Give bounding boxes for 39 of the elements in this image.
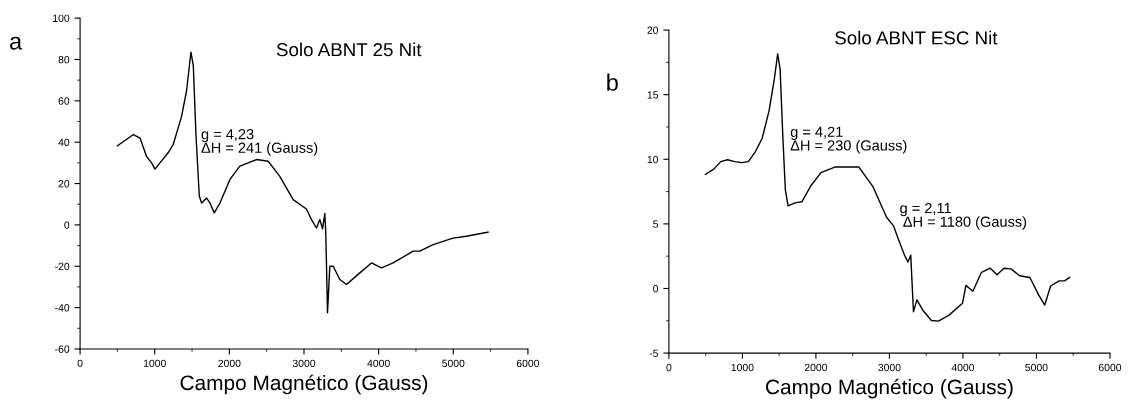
text: Solo ABNT 25 Nit (276, 42, 422, 57)
y-tick-label: 15 (647, 91, 659, 99)
x-tick-label: 4000 (367, 359, 390, 368)
x-tick-label: 1000 (143, 359, 166, 368)
x-tick-label: 0 (666, 363, 672, 372)
y-tick-label: 20 (58, 180, 70, 188)
text: b (607, 73, 618, 91)
y-tick-label: 0 (64, 221, 70, 229)
x-tick-label: 0 (77, 359, 83, 368)
x-axis-title: Campo Magnético (Gauss) (180, 374, 428, 395)
x-tick-label: 6000 (516, 359, 540, 368)
y-tick-label: -60 (55, 345, 70, 353)
x-tick-label: 4000 (951, 363, 975, 372)
y-tick-label: 0 (653, 284, 659, 293)
y-tick-label: -5 (649, 349, 659, 357)
y-tick-label: 100 (53, 14, 70, 22)
y-tick-label: 60 (58, 97, 70, 105)
annotation: g = 4,21 ΔH = 230 (Gauss) (790, 126, 907, 154)
y-tick-label: -40 (55, 304, 70, 312)
y-tick-label: 5 (653, 220, 659, 228)
y-tick-label: 20 (647, 26, 659, 34)
text: a (10, 36, 23, 50)
chart-title: Solo ABNT ESC Nit (835, 30, 998, 45)
y-tick-label: -20 (55, 262, 70, 271)
y-tick-label: 80 (58, 55, 70, 64)
y-tick-label: 40 (58, 138, 70, 147)
x-tick-label: 5000 (442, 359, 465, 368)
x-axis-title: Campo Magnético (Gauss) (766, 378, 1013, 399)
annotation: g = 4,23 ΔH = 241 (Gauss) (201, 128, 318, 156)
x-tick-label: 1000 (731, 363, 754, 372)
x-tick-label: 6000 (1098, 363, 1122, 372)
x-tick-label: 3000 (292, 359, 316, 368)
y-tick-label: 10 (647, 155, 659, 164)
x-tick-label: 3000 (878, 363, 901, 372)
line-series (704, 53, 1071, 322)
x-tick-label: 2000 (804, 363, 828, 372)
annotation: g = 2,11 ΔH = 1180 (Gauss) (900, 202, 1027, 230)
x-tick-label: 5000 (1025, 363, 1048, 372)
x-tick-label: 2000 (218, 359, 241, 368)
